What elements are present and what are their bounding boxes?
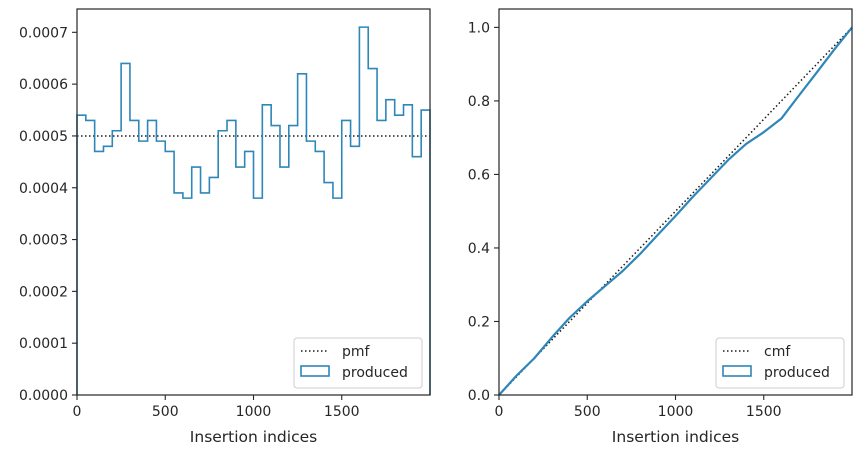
y-tick-label: 0.0002 [19,284,68,300]
x-ticks: 0 500 1000 1500 [73,395,360,420]
y-tick-label: 0.0005 [19,129,68,145]
axes-frame [498,8,853,396]
x-tick-label: 500 [574,404,601,420]
produced-step-line [76,26,431,395]
plot-area [77,9,430,395]
legend-produced-label: produced [764,365,830,381]
legend-produced-swatch [722,365,752,377]
legend: pmf produced [293,337,423,389]
y-tick-label: 0.0007 [19,25,68,41]
y-tick-label: 0.0 [468,388,490,404]
y-ticks: 0.0000 0.0001 0.0002 0.0003 0.0004 0.0005 0.00… [19,25,77,404]
legend-pmf-label: pmf [342,344,371,360]
axes-frame [76,8,431,396]
legend: cmf produced [715,337,845,389]
x-tick-label: 500 [152,404,179,420]
produced-cumulative-line [498,26,853,396]
cmf-line [498,26,853,396]
x-tick-label: 1000 [236,404,272,420]
y-tick-label: 0.0000 [19,388,68,404]
cmf-panel: 0 500 1000 1500 0.0 0.2 0.4 0.6 0.8 1.0 Insertio… [468,8,853,446]
marks [76,26,431,395]
legend-cmf-label: cmf [764,344,791,360]
x-tick-label: 1500 [324,404,360,420]
x-tick-label: 0 [495,404,504,420]
y-tick-label: 0.4 [468,241,490,257]
y-tick-label: 0.0001 [19,336,68,352]
y-ticks: 0.0 0.2 0.4 0.6 0.8 1.0 [468,20,499,404]
x-ticks: 0 500 1000 1500 [495,395,782,420]
y-tick-label: 0.0003 [19,233,68,249]
y-tick-label: 0.0004 [19,181,68,197]
legend-produced-swatch [300,365,330,377]
y-tick-label: 0.2 [468,314,490,330]
y-tick-label: 0.6 [468,167,490,183]
x-tick-label: 1500 [746,404,782,420]
x-axis-label: Insertion indices [612,428,739,446]
marks [498,26,853,396]
pmf-histogram-panel: 0 500 1000 1500 0.00000.00010.00020.00030.0… [19,8,431,446]
x-tick-label: 0 [73,404,82,420]
x-tick-label: 1000 [658,404,694,420]
y-tick-label: 0.0006 [19,77,68,93]
legend-produced-label: produced [342,365,408,381]
y-tick-label: 1.0 [468,20,490,36]
y-tick-label: 0.8 [468,94,490,110]
x-axis-label: Insertion indices [190,428,317,446]
